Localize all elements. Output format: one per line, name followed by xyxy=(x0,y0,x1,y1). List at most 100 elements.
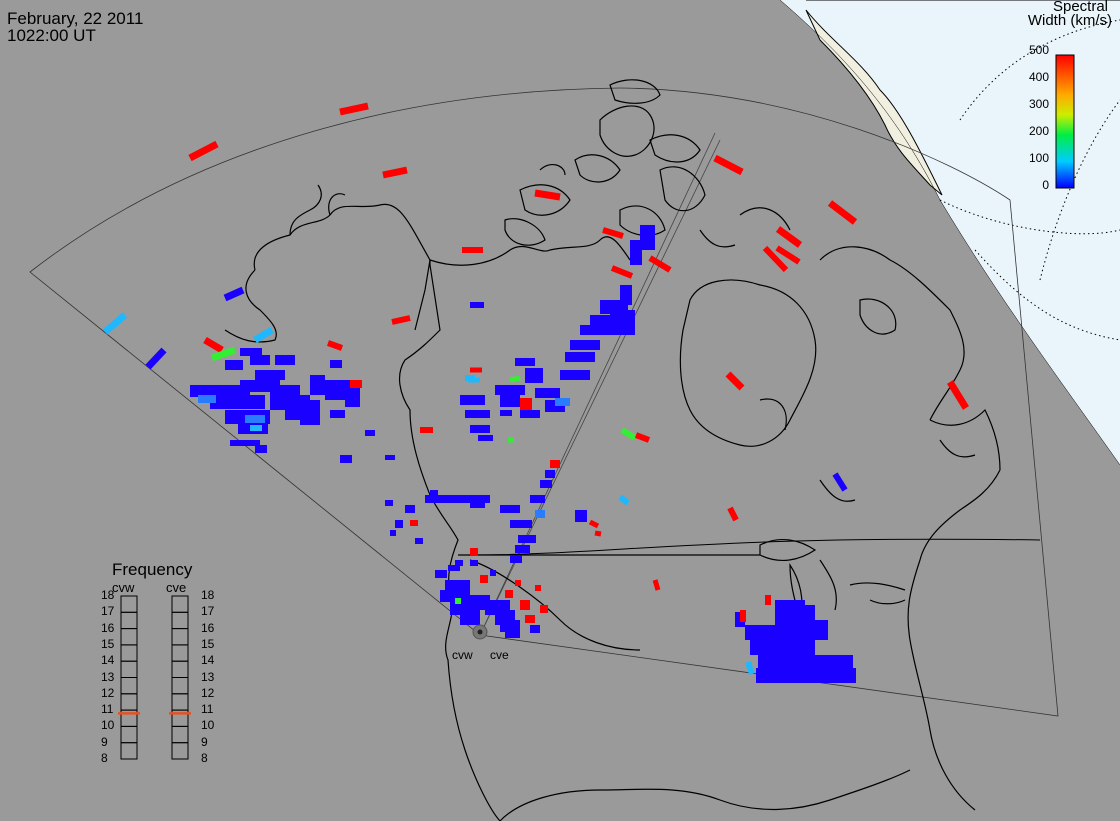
scatter-cell xyxy=(448,565,460,571)
scatter-cell xyxy=(390,530,396,536)
daylight-region xyxy=(780,0,1120,465)
frequency-tick: 11 xyxy=(201,702,214,717)
scatter-cell xyxy=(188,140,219,162)
colorbar-tick: 200 xyxy=(1028,124,1049,138)
scatter-cell xyxy=(255,370,285,380)
scatter-cell xyxy=(520,410,540,418)
grid-circle xyxy=(974,249,1120,341)
scatter-cell xyxy=(470,425,490,433)
scatter-cell xyxy=(465,375,475,381)
scatter-cell xyxy=(620,285,632,305)
frequency-tick: 9 xyxy=(101,734,108,749)
scatter-cell xyxy=(727,506,739,522)
frequency-cell xyxy=(120,611,138,630)
scatter-cell xyxy=(415,538,423,544)
scatter-cell xyxy=(505,630,520,638)
scatter-cell xyxy=(540,605,548,613)
scatter-cell xyxy=(634,432,651,443)
frequency-cell xyxy=(171,644,189,662)
scatter-cell xyxy=(540,480,552,488)
grid-circle xyxy=(959,19,1120,121)
colorbar-tick: 0 xyxy=(1042,178,1049,192)
scatter-cell xyxy=(203,336,224,354)
scatter-cell xyxy=(620,427,637,441)
scatter-cell xyxy=(588,519,600,529)
scatter-cell xyxy=(640,225,655,250)
scatter-cell xyxy=(445,580,470,590)
frequency-tick: 9 xyxy=(201,734,208,749)
scatter-cell xyxy=(245,415,265,423)
scatter-cell xyxy=(580,325,615,335)
frequency-tick: 10 xyxy=(201,718,215,733)
scatter-cell xyxy=(391,315,411,325)
scatter-cell xyxy=(500,395,520,407)
scatter-cell xyxy=(947,380,969,410)
colorbar-tick: 100 xyxy=(1028,151,1049,165)
scatter-cell xyxy=(518,535,536,543)
scatter-cell xyxy=(365,430,375,436)
scatter-cell xyxy=(560,370,590,380)
frequency-tick: 18 xyxy=(201,588,215,602)
scatter-cell xyxy=(520,600,530,610)
frequency-radar-code: cve xyxy=(166,580,187,595)
scatter-cell xyxy=(510,520,532,528)
frequency-cell xyxy=(171,660,189,679)
frequency-cell xyxy=(171,628,189,646)
scatter-cell xyxy=(345,395,360,407)
scatter-cell xyxy=(326,340,344,351)
scatter-cell xyxy=(490,570,496,576)
scatter-cell xyxy=(210,346,237,362)
scatter-cell xyxy=(515,580,521,586)
frequency-cell xyxy=(120,660,138,679)
scatter-cell xyxy=(460,395,485,405)
scatter-cell xyxy=(210,395,265,409)
scatter-cell xyxy=(455,598,461,604)
radar-label-cve: cve xyxy=(490,648,509,662)
scatter-cell xyxy=(545,470,555,478)
scatter-cell xyxy=(339,102,369,116)
scatter-cell xyxy=(525,368,543,383)
scatter-cell xyxy=(430,490,438,496)
scatter-cell xyxy=(425,495,440,503)
scatter-cell xyxy=(102,312,128,335)
scatter-cell xyxy=(190,385,250,397)
scatter-cell xyxy=(535,510,545,518)
scatter-cell xyxy=(300,400,320,425)
frequency-tick: 13 xyxy=(201,669,215,684)
frequency-tick: 15 xyxy=(201,636,215,651)
scatter-cell xyxy=(565,352,595,362)
scatter-cell xyxy=(225,360,243,370)
scatter-cell xyxy=(385,455,395,460)
scatter-cell xyxy=(550,460,560,468)
frequency-cell xyxy=(171,693,189,711)
scatter-cell xyxy=(630,240,642,265)
scatter-cell xyxy=(775,245,801,265)
frequency-cell xyxy=(171,742,189,760)
scatter-cell xyxy=(652,579,661,591)
frequency-radar-code: cvw xyxy=(112,580,135,595)
frequency-cell xyxy=(120,742,138,760)
scatter-cell xyxy=(762,245,789,273)
frequency-tick: 10 xyxy=(101,718,115,733)
scatter-cell xyxy=(198,395,216,403)
scatter-cell xyxy=(756,668,856,683)
scatter-cell xyxy=(240,348,262,356)
colorbar-title: Spectral xyxy=(1052,0,1108,15)
frequency-tick: 18 xyxy=(101,588,115,602)
colorbar-tick: 400 xyxy=(1028,70,1049,84)
frequency-cell xyxy=(120,677,138,695)
scatter-cell xyxy=(340,455,352,463)
scatter-cell xyxy=(610,265,634,279)
scatter-cell xyxy=(648,255,672,273)
frequency-tick: 13 xyxy=(101,669,115,684)
radar-site-center xyxy=(477,629,483,635)
scatter-cell xyxy=(594,530,602,537)
colorbar-tick: 300 xyxy=(1028,97,1049,111)
scatter-cell xyxy=(555,398,570,406)
colorbar-gradient xyxy=(1055,54,1075,189)
time-label: 1022:00 UT xyxy=(7,26,96,45)
frequency-cell xyxy=(120,693,138,711)
frequency-cell xyxy=(120,644,138,662)
scatter-cell xyxy=(350,380,362,388)
